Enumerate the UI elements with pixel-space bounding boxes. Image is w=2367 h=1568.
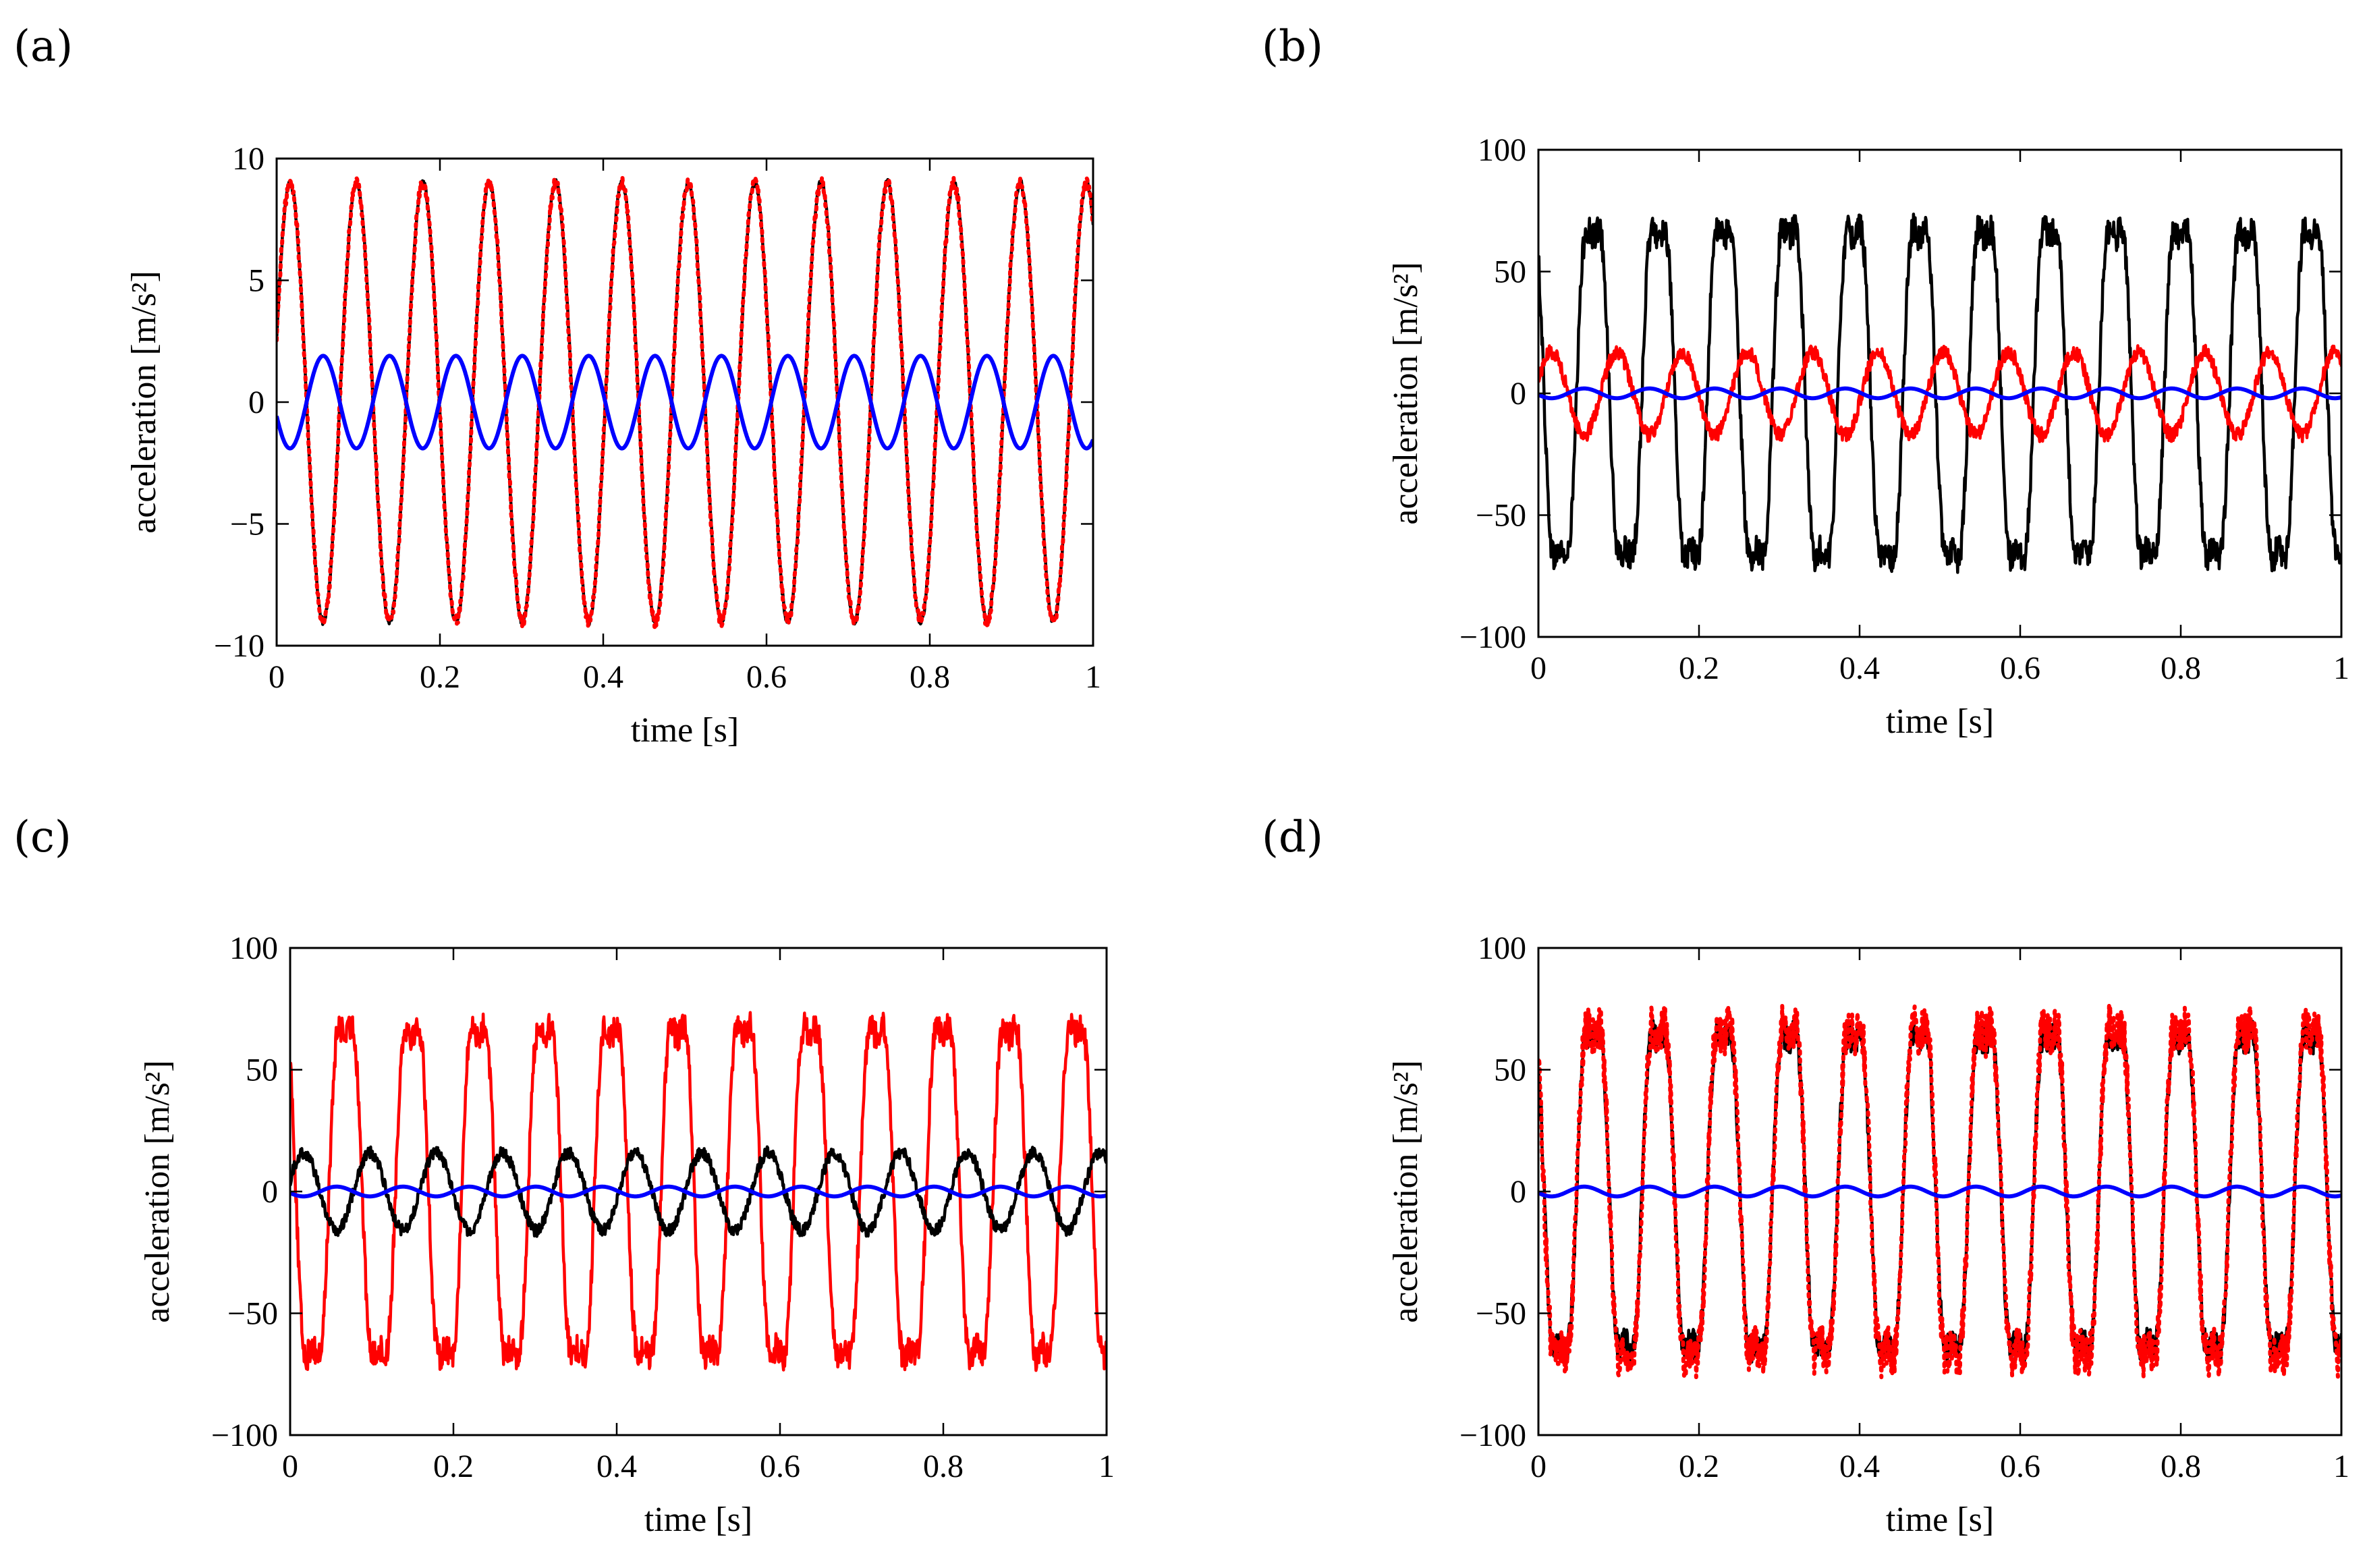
x-tick-label: 0.6 (760, 1449, 800, 1484)
x-tick-label: 1 (2333, 1449, 2349, 1484)
y-axis-label: acceleration [m/s²] (125, 271, 163, 534)
series-line-blue (1538, 386, 2341, 401)
y-tick-label: 50 (1494, 1053, 1526, 1088)
x-tick-label: 0.2 (433, 1449, 474, 1484)
series-line-blue (277, 354, 1093, 451)
x-tick-label: 1 (1085, 659, 1101, 695)
x-tick-label: 0.4 (1839, 650, 1880, 686)
x-tick-label: 0.4 (596, 1449, 637, 1484)
x-tick-label: 0.2 (1679, 1449, 1719, 1484)
chart-panel-d: 0 0.2 0.4 0.6 0.8 1 −100 −50 0 50 100 time [s] accel… (1387, 930, 2349, 1539)
y-tick-label: 100 (1478, 132, 1526, 168)
panel-label-a: (a) (13, 22, 73, 72)
y-tick-label: 0 (1510, 1174, 1526, 1210)
x-tick-label: 0.2 (1679, 650, 1719, 686)
x-tick-label: 0 (282, 1449, 298, 1484)
y-tick-label: −10 (214, 628, 264, 664)
x-axis-label: time [s] (1886, 1501, 1994, 1539)
y-axis-label: acceleration [m/s²] (1387, 262, 1425, 525)
y-axis-label: acceleration [m/s²] (1387, 1060, 1425, 1323)
x-tick-label: 0.6 (746, 659, 787, 695)
series-line-black (1538, 213, 2341, 574)
y-tick-label: −100 (1459, 1418, 1526, 1453)
panel-label-d: (d) (1262, 812, 1323, 862)
x-tick-label: 1 (2333, 650, 2349, 686)
panel-label-c: (c) (13, 812, 72, 862)
series-line-red (290, 1011, 1107, 1372)
chart-panel-a: 0 0.2 0.4 0.6 0.8 1 −10 −5 0 5 10 time [s] accelerat… (125, 141, 1101, 750)
series-line-blue (290, 1184, 1107, 1199)
x-tick-label: 0.8 (2161, 650, 2201, 686)
x-tick-label: 0.4 (583, 659, 623, 695)
x-tick-label: 1 (1098, 1449, 1115, 1484)
y-axis-label: acceleration [m/s²] (138, 1060, 177, 1323)
y-tick-label: −100 (211, 1418, 278, 1453)
y-tick-label: 50 (246, 1053, 278, 1088)
x-tick-label: 0.2 (420, 659, 460, 695)
y-tick-label: −5 (230, 507, 264, 542)
y-tick-label: 10 (232, 141, 264, 177)
y-tick-label: 0 (248, 385, 264, 420)
x-tick-label: 0.8 (910, 659, 950, 695)
y-tick-label: 100 (229, 930, 278, 966)
x-tick-label: 0.6 (2000, 1449, 2040, 1484)
series-line-red (1538, 343, 2341, 443)
series-line-black (290, 1145, 1107, 1238)
panel-label-b: (b) (1262, 22, 1323, 72)
series-line-blue (1538, 1184, 2341, 1199)
x-axis-label: time [s] (644, 1501, 752, 1539)
y-tick-label: −50 (1476, 1296, 1526, 1332)
x-axis-label: time [s] (631, 711, 739, 750)
chart-panel-c: 0 0.2 0.4 0.6 0.8 1 −100 −50 0 50 100 time [s] accel… (138, 930, 1115, 1539)
x-tick-label: 0 (1530, 650, 1547, 686)
y-tick-label: −50 (1476, 498, 1526, 534)
x-tick-label: 0 (1530, 1449, 1547, 1484)
x-tick-label: 0.8 (2161, 1449, 2201, 1484)
chart-panel-b: 0 0.2 0.4 0.6 0.8 1 −100 −50 0 50 100 time [s] accel… (1387, 132, 2349, 741)
x-tick-label: 0 (269, 659, 285, 695)
series-line-red (1538, 1003, 2341, 1380)
series-line-red (277, 175, 1093, 629)
x-axis-label: time [s] (1886, 702, 1994, 741)
y-tick-label: 100 (1478, 930, 1526, 966)
y-tick-label: −100 (1459, 619, 1526, 655)
y-tick-label: 0 (1510, 376, 1526, 412)
y-tick-label: 5 (248, 263, 264, 299)
x-tick-label: 0.4 (1839, 1449, 1880, 1484)
x-tick-label: 0.8 (923, 1449, 964, 1484)
x-tick-label: 0.6 (2000, 650, 2040, 686)
y-tick-label: −50 (227, 1296, 278, 1332)
y-tick-label: 50 (1494, 254, 1526, 290)
y-tick-label: 0 (262, 1174, 278, 1210)
